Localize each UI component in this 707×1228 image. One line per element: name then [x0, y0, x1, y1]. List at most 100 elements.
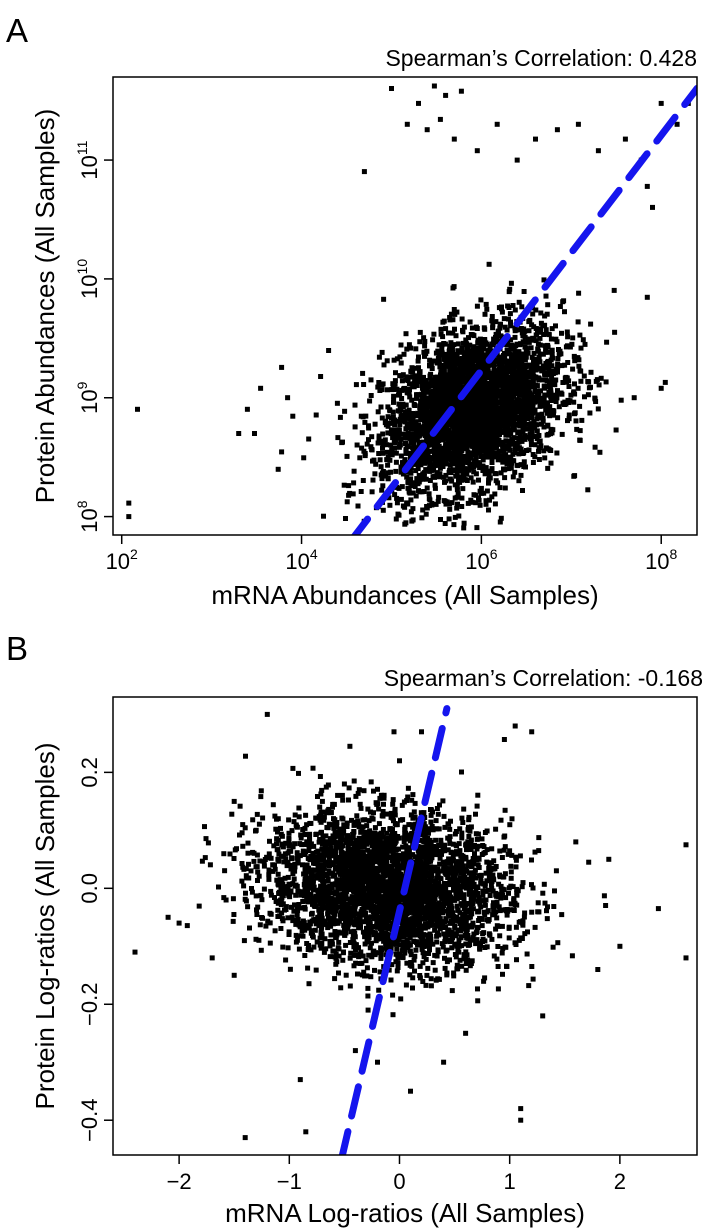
a-point: [371, 457, 377, 463]
a-point: [466, 452, 472, 458]
panel-a-x-ticks: 102 104 106 108: [106, 535, 678, 574]
a-point: [592, 396, 598, 402]
b-point: [483, 870, 489, 876]
a-point: [518, 364, 524, 370]
a-point: [488, 399, 493, 405]
a-point: [489, 494, 495, 500]
a-point: [437, 386, 443, 392]
a-point: [496, 361, 502, 367]
a-point: [522, 352, 528, 358]
a-point: [501, 316, 507, 322]
a-point: [379, 476, 385, 482]
a-y-tick-label: 109: [74, 381, 102, 413]
a-point: [402, 435, 408, 441]
a-point: [534, 360, 539, 366]
a-point: [498, 333, 504, 339]
a-point: [408, 470, 414, 476]
a-point: [438, 369, 444, 375]
a-point: [461, 466, 467, 472]
b-point: [388, 977, 394, 983]
a-point: [431, 331, 437, 337]
b-point: [500, 971, 505, 977]
b-point: [398, 996, 404, 1002]
a-fit-line: [351, 85, 697, 535]
a-point: [445, 352, 451, 358]
a-point: [545, 465, 551, 471]
a-point: [450, 536, 455, 541]
a-point: [502, 392, 508, 398]
a-point: [424, 348, 430, 354]
a-point: [306, 436, 312, 442]
a-point: [486, 507, 491, 513]
a-point: [536, 457, 542, 462]
b-point: [405, 785, 411, 791]
a-point: [494, 121, 500, 127]
a-point: [419, 383, 425, 389]
a-point: [527, 431, 533, 437]
a-point: [484, 443, 489, 449]
a-point: [413, 540, 418, 545]
b-point: [304, 862, 310, 868]
a-point: [478, 485, 484, 491]
a-point: [453, 400, 459, 406]
a-point: [536, 448, 541, 454]
a-point: [390, 386, 396, 392]
b-point: [333, 961, 339, 967]
a-point: [413, 419, 419, 425]
a-point: [446, 347, 452, 353]
a-point: [407, 411, 413, 417]
a-point: [447, 462, 453, 468]
a-point: [427, 375, 433, 381]
a-point: [417, 339, 423, 345]
a-point: [461, 350, 467, 356]
a-point: [400, 401, 406, 407]
a-point: [480, 463, 486, 469]
a-point: [554, 392, 560, 398]
a-point: [572, 381, 577, 387]
a-point: [501, 453, 507, 459]
a-point: [517, 342, 522, 348]
a-point: [487, 419, 493, 425]
a-point: [577, 437, 583, 443]
b-point: [494, 956, 500, 962]
a-point: [360, 478, 366, 483]
a-point: [275, 466, 281, 472]
a-point: [366, 423, 371, 429]
a-point: [407, 394, 413, 400]
a-point: [471, 412, 477, 418]
a-point: [567, 398, 573, 404]
b-point: [551, 904, 557, 909]
b-point: [532, 849, 538, 855]
b-point: [442, 965, 448, 971]
a-point: [424, 418, 430, 423]
a-point: [373, 461, 379, 467]
a-point: [457, 474, 463, 480]
a-point: [492, 371, 498, 377]
b-point: [493, 926, 499, 932]
a-point: [577, 332, 583, 338]
a-point: [410, 411, 416, 416]
a-point: [385, 462, 391, 468]
a-point: [514, 443, 520, 449]
a-point: [489, 318, 495, 324]
b-point: [435, 871, 441, 876]
a-point: [433, 350, 439, 356]
a-point: [451, 382, 457, 388]
a-point: [535, 341, 541, 347]
b-point: [427, 826, 433, 832]
a-point: [487, 452, 493, 458]
a-point: [452, 514, 458, 520]
a-point: [510, 381, 516, 387]
a-point: [385, 414, 391, 420]
a-point: [410, 506, 416, 512]
a-point: [416, 473, 422, 478]
a-point: [531, 397, 537, 403]
b-point: [603, 903, 609, 908]
b-point: [448, 818, 453, 824]
a-point: [578, 378, 584, 384]
a-point: [468, 431, 474, 437]
a-point: [478, 348, 484, 353]
a-point: [387, 457, 393, 463]
a-point: [380, 431, 386, 437]
a-point: [403, 450, 409, 456]
